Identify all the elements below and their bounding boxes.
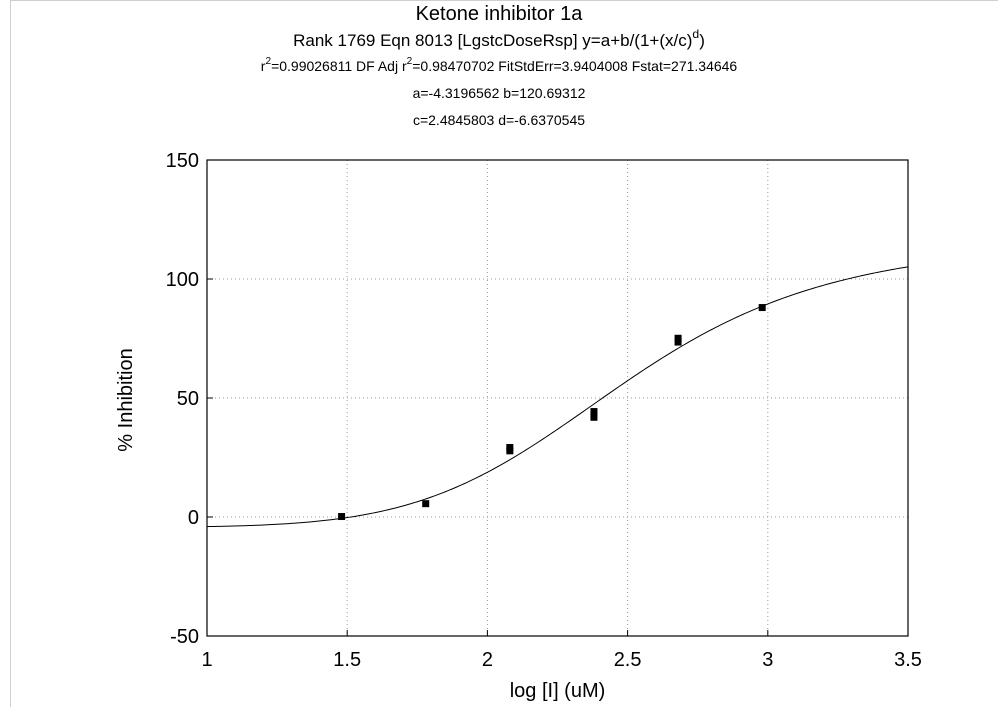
y-tick-label: 150 <box>166 150 199 172</box>
adj-r2-exponent: 2 <box>406 55 413 67</box>
y-axis-label: % Inhibition <box>115 348 137 451</box>
equation-exponent: d <box>692 26 700 41</box>
x-tick-label: 2.5 <box>614 649 642 671</box>
fit-curve <box>206 266 909 528</box>
data-point <box>506 444 514 452</box>
data-point <box>590 413 598 421</box>
x-tick-label: 1 <box>201 649 212 671</box>
y-tick-label: 50 <box>177 388 199 410</box>
equation-text: Rank 1769 Eqn 8013 [LgstcDoseRsp] y=a+b/… <box>293 31 693 50</box>
r2-label: r <box>260 58 266 74</box>
grid-lines <box>207 160 908 636</box>
r2-value: =0.99026811 DF Adj r <box>271 58 407 74</box>
x-tick-label: 1.5 <box>333 649 361 671</box>
y-tick-label: 0 <box>188 507 199 529</box>
chart-title: Ketone inhibitor 1a <box>415 3 583 25</box>
params-cd: c=2.4845803 d=-6.6370545 <box>412 112 586 128</box>
data-point <box>338 513 346 521</box>
data-point <box>674 334 682 342</box>
data-point <box>674 338 682 346</box>
fit-curve-layer <box>206 266 909 528</box>
y-tick-label: 100 <box>166 269 199 291</box>
x-axis-label: log [I] (uM) <box>510 680 606 702</box>
equation-close: ) <box>699 31 705 50</box>
x-tick-label: 3.5 <box>894 649 922 671</box>
data-point <box>422 500 430 508</box>
fit-stats-rest: =0.98470702 FitStdErr=3.9404008 Fstat=27… <box>412 58 738 74</box>
equation-line: Rank 1769 Eqn 8013 [LgstcDoseRsp] y=a+b/… <box>0 27 998 51</box>
data-points-layer <box>338 304 766 521</box>
params-ab: a=-4.3196562 b=120.69312 <box>412 85 586 101</box>
y-tick-label: -50 <box>170 626 199 648</box>
chart-frame <box>10 0 998 707</box>
x-tick-label: 2 <box>482 649 493 671</box>
data-point <box>590 408 598 416</box>
plot-border <box>206 159 909 637</box>
x-axis-ticks: 1 1.5 2 2.5 3 3.5 <box>201 630 922 671</box>
r2-exponent: 2 <box>265 55 272 67</box>
y-axis-ticks: 150 100 50 0 -50 <box>166 150 213 648</box>
data-point <box>758 304 766 312</box>
fit-statistics: r2=0.99026811 DF Adj r2=0.98470702 FitSt… <box>0 55 998 74</box>
x-tick-label: 3 <box>762 649 773 671</box>
